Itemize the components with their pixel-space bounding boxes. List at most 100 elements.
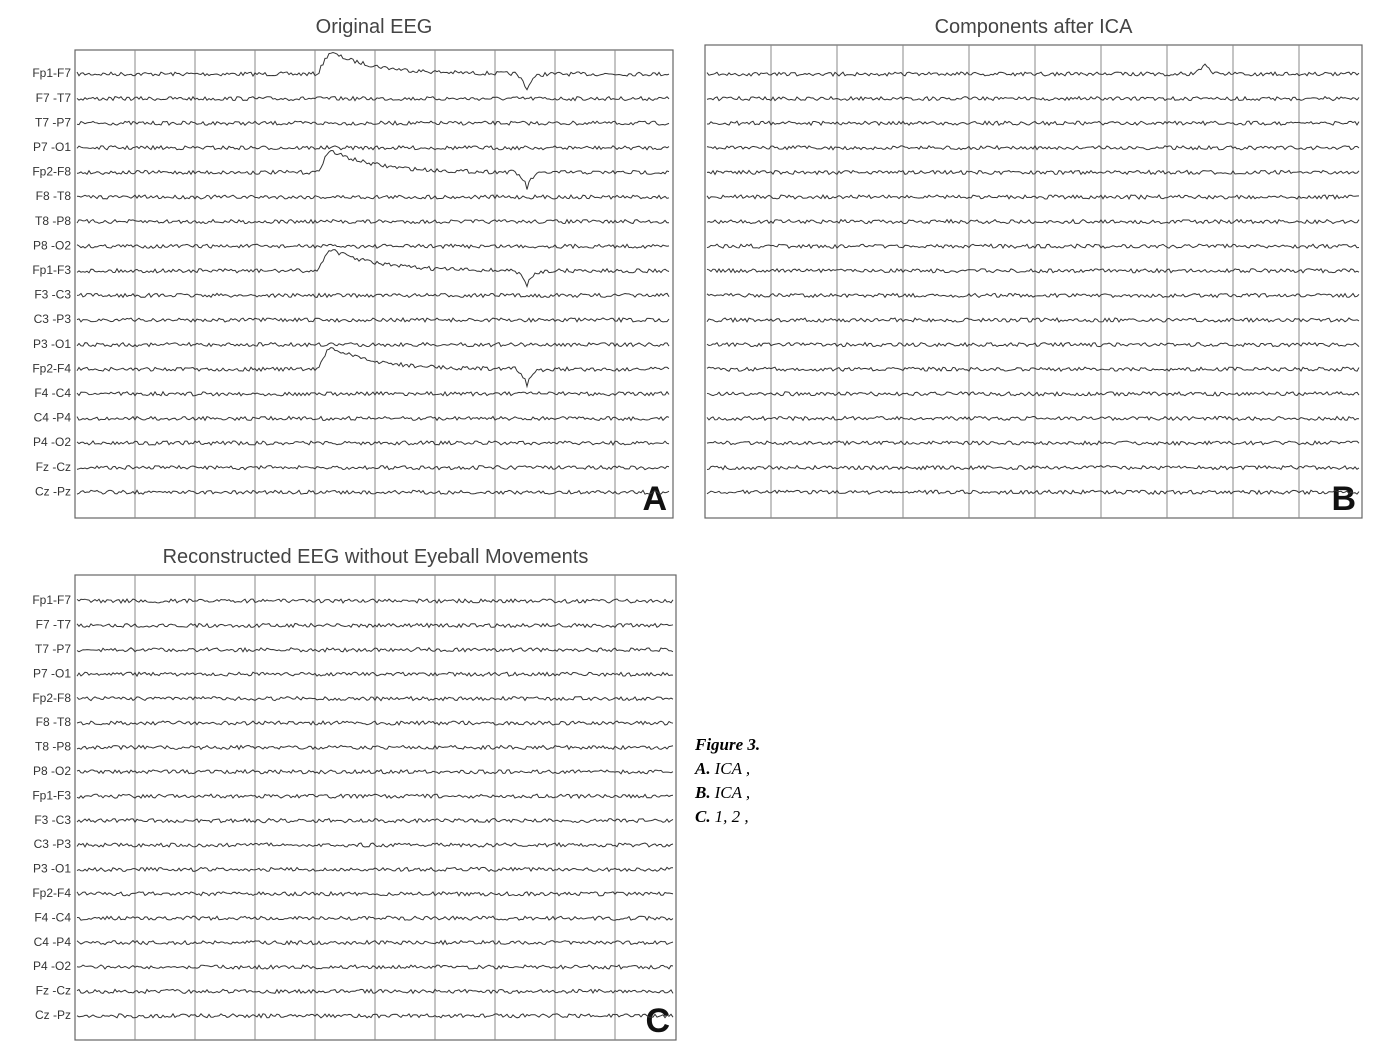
- channel-label: C4 -P4: [34, 411, 72, 425]
- eeg-trace: [706, 440, 1360, 446]
- eeg-trace: [706, 489, 1360, 496]
- channel-label: Fp2-F4: [32, 361, 71, 375]
- eeg-trace: [76, 243, 670, 250]
- eeg-trace: [76, 988, 674, 995]
- channel-label: Fp2-F4: [32, 886, 71, 900]
- eeg-trace: [706, 63, 1360, 77]
- eeg-trace: [706, 292, 1360, 299]
- eeg-trace: [76, 415, 670, 422]
- panel-frame: [704, 44, 1363, 519]
- eeg-trace: [706, 391, 1360, 397]
- channel-label: P4 -O2: [33, 959, 71, 973]
- channel-label: P3 -O1: [33, 337, 71, 351]
- channel-label: T8 -P8: [35, 214, 71, 228]
- eeg-trace: [76, 598, 674, 604]
- eeg-trace: [76, 866, 673, 873]
- eeg-trace: [76, 646, 674, 653]
- channel-label: Cz -Pz: [35, 1008, 71, 1022]
- channel-label: Fp2-F8: [32, 165, 71, 179]
- panel-frame: [74, 49, 674, 519]
- eeg-trace: [76, 51, 670, 91]
- eeg-trace: [76, 695, 674, 702]
- eeg-trace: [76, 720, 674, 726]
- eeg-trace: [76, 440, 670, 446]
- channel-label: F7 -T7: [36, 618, 72, 632]
- channel-label: Fz -Cz: [36, 460, 71, 474]
- channel-label: T7 -P7: [35, 115, 71, 129]
- eeg-trace: [76, 793, 674, 800]
- eeg-trace: [706, 341, 1360, 348]
- channel-label: Fp1-F3: [32, 788, 71, 802]
- caption-label: B.: [694, 783, 711, 802]
- eeg-trace: [706, 218, 1360, 225]
- channel-label: Fp2-F8: [32, 691, 71, 705]
- eeg-trace: [706, 464, 1360, 471]
- eeg-trace: [707, 120, 1360, 127]
- channel-label: C4 -P4: [34, 935, 72, 949]
- channel-label: P7 -O1: [33, 140, 71, 154]
- panel-title: Components after ICA: [935, 16, 1134, 38]
- caption-label: C.: [695, 807, 711, 826]
- eeg-trace: [76, 464, 670, 471]
- eeg-trace: [76, 249, 670, 289]
- caption-text: 1, 2 ,: [715, 807, 749, 826]
- channel-label: Fz -Cz: [36, 984, 71, 998]
- caption-label: A.: [694, 759, 711, 778]
- panel-title: Reconstructed EEG without Eyeball Moveme…: [163, 546, 589, 568]
- eeg-trace: [76, 144, 670, 151]
- caption-item: A. ICA ,: [694, 759, 750, 778]
- eeg-trace: [76, 346, 670, 389]
- eeg-trace: [76, 292, 670, 299]
- channel-label: F8 -T8: [36, 189, 72, 203]
- caption-text: ICA ,: [714, 783, 751, 802]
- channel-label: Cz -Pz: [35, 484, 71, 498]
- eeg-trace: [706, 144, 1360, 151]
- eeg-trace: [76, 341, 670, 348]
- eeg-trace: [706, 95, 1360, 102]
- channel-label: F4 -C4: [34, 386, 71, 400]
- channel-label: Fp1-F3: [32, 263, 71, 277]
- eeg-trace: [706, 415, 1360, 422]
- channel-label: F7 -T7: [36, 91, 72, 105]
- panel-title: Original EEG: [316, 16, 433, 38]
- eeg-trace: [76, 768, 674, 775]
- eeg-trace: [76, 890, 674, 897]
- eeg-trace: [76, 95, 670, 102]
- eeg-trace: [76, 842, 674, 848]
- channel-label: Fp1-F7: [32, 593, 71, 607]
- eeg-trace: [706, 193, 1360, 200]
- channel-label: P7 -O1: [33, 666, 71, 680]
- channel-label: P8 -O2: [33, 764, 71, 778]
- eeg-trace: [76, 317, 670, 323]
- channel-label: P3 -O1: [33, 862, 71, 876]
- eeg-trace: [76, 489, 670, 495]
- panel-letter: A: [642, 480, 667, 518]
- eeg-trace: [76, 218, 670, 225]
- channel-label: T7 -P7: [35, 642, 71, 656]
- eeg-trace: [76, 671, 674, 678]
- eeg-trace: [76, 744, 674, 751]
- channel-label: F8 -T8: [36, 715, 72, 729]
- eeg-trace: [76, 390, 670, 397]
- eeg-trace: [76, 149, 670, 190]
- eeg-trace: [76, 194, 670, 200]
- channel-label: T8 -P8: [35, 740, 71, 754]
- eeg-trace: [76, 915, 674, 921]
- eeg-trace: [76, 120, 670, 127]
- channel-label: Fp1-F7: [32, 66, 71, 80]
- channel-label: F3 -C3: [34, 813, 71, 827]
- eeg-trace: [76, 1012, 674, 1019]
- eeg-trace: [706, 169, 1360, 176]
- panel-letter: B: [1331, 480, 1356, 518]
- caption-item: C. 1, 2 ,: [695, 807, 749, 826]
- eeg-trace: [76, 939, 674, 946]
- caption-title: Figure 3.: [694, 735, 760, 754]
- channel-label: F4 -C4: [34, 910, 71, 924]
- channel-label: C3 -P3: [34, 837, 72, 851]
- channel-label: P4 -O2: [33, 435, 71, 449]
- channel-label: P8 -O2: [33, 238, 71, 252]
- channel-label: C3 -P3: [34, 312, 72, 326]
- eeg-trace: [706, 267, 1360, 274]
